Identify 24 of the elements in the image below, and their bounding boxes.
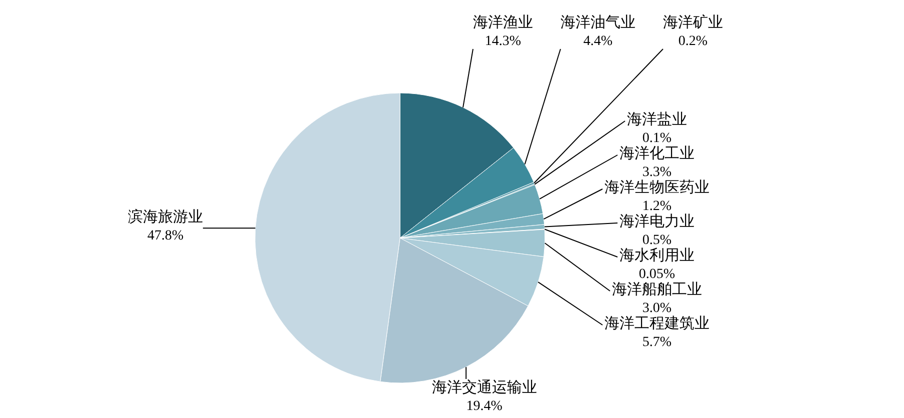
- data-label: 1.2%: [642, 199, 672, 214]
- slice-label: 滨海旅游业: [128, 208, 203, 226]
- data-label: 3.0%: [642, 301, 672, 316]
- slice-label: 海洋油气业: [560, 14, 636, 31]
- data-label: 0.05%: [638, 267, 676, 282]
- slice-label: 海洋渔业: [473, 14, 533, 31]
- slice-label: 海水利用业: [620, 247, 694, 264]
- slice-label: 海洋交通运输业: [432, 379, 537, 396]
- data-label: 19.4%: [466, 399, 503, 414]
- slice-label: 海洋电力业: [620, 213, 694, 230]
- slice-label: 海洋盐业: [627, 111, 687, 128]
- slice-label: 海洋化工业: [620, 145, 694, 162]
- slice-label: 海洋工程建筑业: [604, 315, 710, 332]
- data-label: 47.8%: [147, 228, 184, 244]
- data-label: 14.3%: [484, 34, 522, 49]
- slice-label: 海洋矿业: [663, 14, 723, 31]
- slice-label: 海洋生物医药业: [604, 179, 710, 196]
- data-label: 4.4%: [583, 34, 613, 49]
- data-label: 3.3%: [642, 165, 672, 180]
- data-label: 0.5%: [642, 233, 672, 248]
- data-label: 0.1%: [642, 131, 672, 146]
- data-label: 0.2%: [678, 34, 708, 49]
- data-label: 5.7%: [642, 335, 672, 350]
- slice-label: 海洋船舶工业: [612, 281, 702, 298]
